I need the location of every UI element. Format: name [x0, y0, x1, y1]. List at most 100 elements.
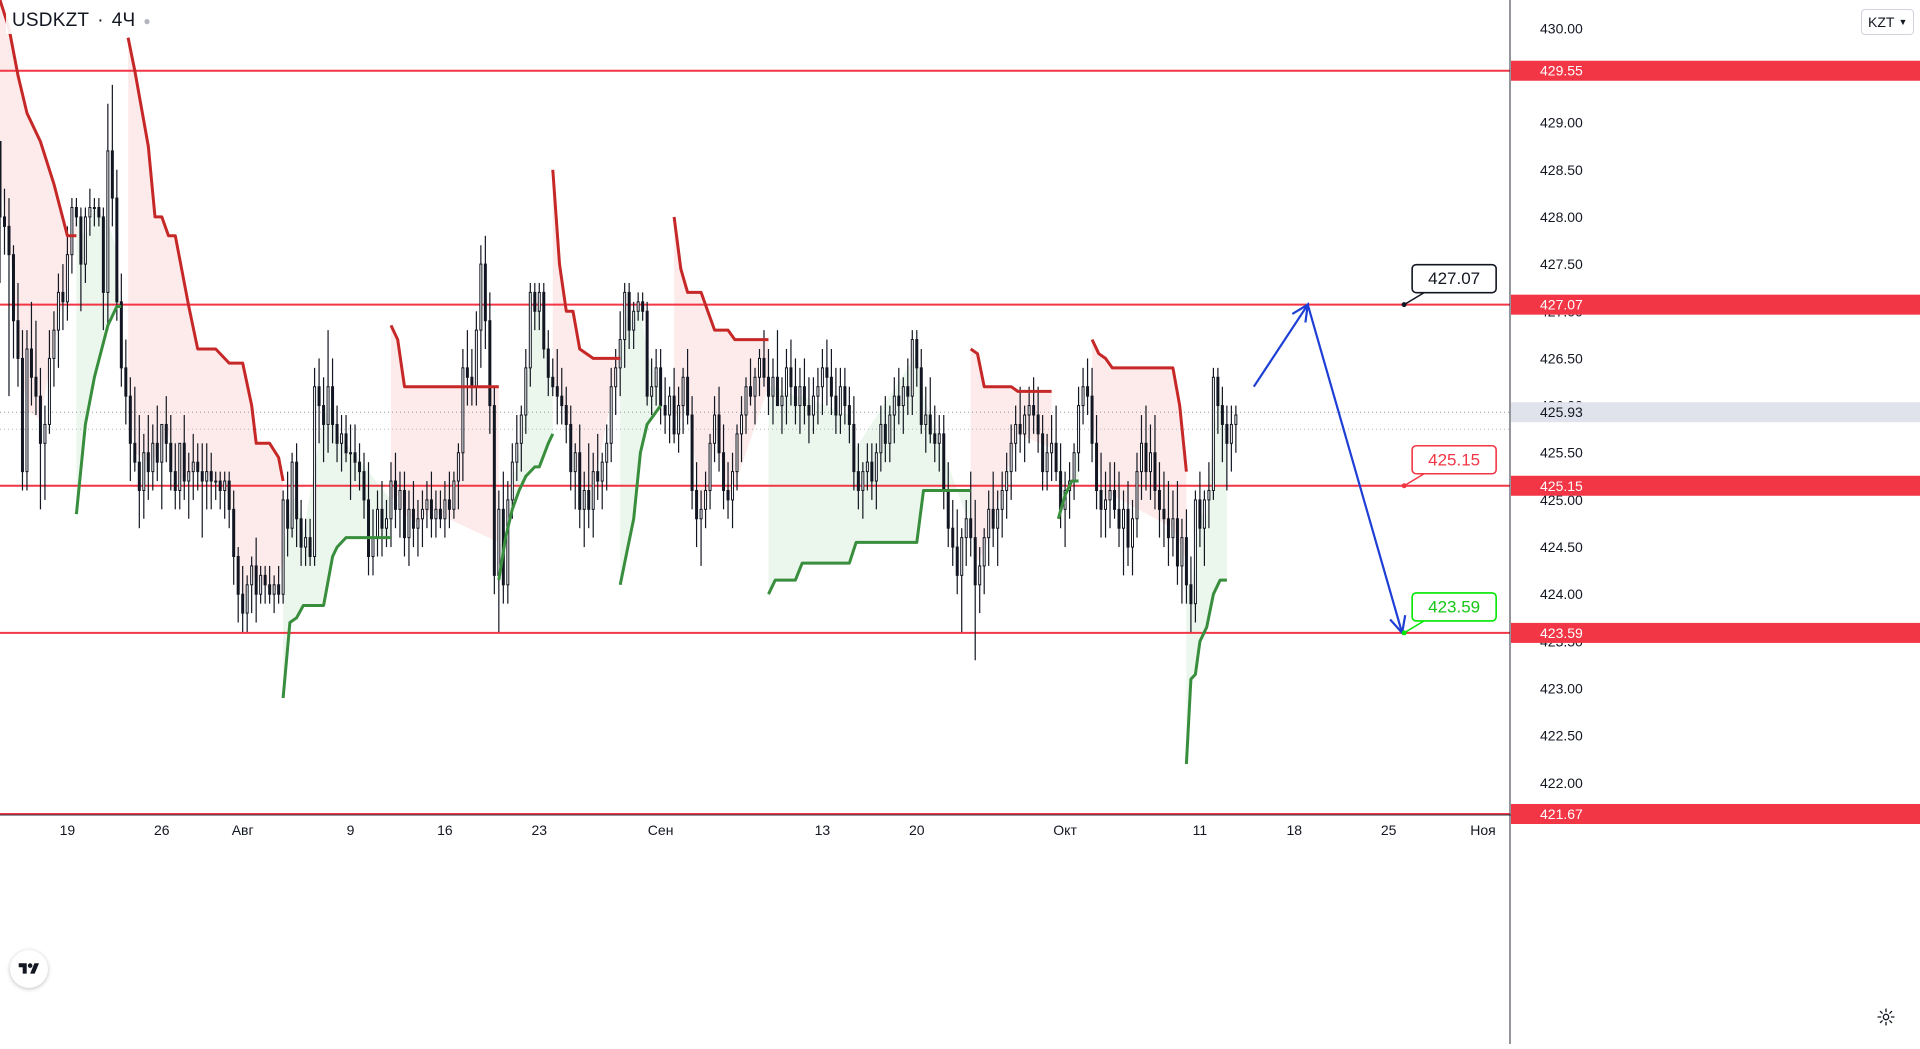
supertrend-fill-up: [76, 207, 122, 515]
candle-body: [591, 471, 595, 510]
price-callout[interactable]: 423.59: [1401, 592, 1497, 636]
symbol-name[interactable]: USDKZT: [12, 10, 90, 31]
candle-body: [1144, 442, 1148, 473]
price-tick-label: 425.50: [1540, 445, 1583, 461]
level-price-tag[interactable]: [1511, 622, 1920, 643]
price-axis-panel[interactable]: [1510, 0, 1920, 1044]
tradingview-logo-glyph: [18, 963, 39, 974]
candle-body: [259, 574, 263, 595]
candle-body: [38, 395, 42, 444]
supertrend-line-up: [497, 433, 555, 581]
level-price-tag[interactable]: [1511, 294, 1920, 315]
candle-body: [555, 386, 559, 397]
candle-body: [1005, 471, 1009, 491]
status-dot-icon: ●: [143, 14, 151, 28]
supertrend-line-up: [1056, 479, 1079, 520]
level-price-tag-label: 427.07: [1540, 297, 1583, 313]
candle-body: [969, 518, 973, 539]
time-tick-label: 11: [1193, 822, 1208, 838]
candle-body: [861, 471, 865, 491]
time-tick-label: 19: [60, 822, 76, 838]
candle-body: [1027, 405, 1031, 416]
candle-body: [1207, 489, 1211, 501]
candle-body: [847, 405, 851, 425]
candle-body: [1081, 386, 1085, 407]
candle-body: [636, 301, 640, 312]
candle-body: [910, 339, 914, 397]
candle-body: [1036, 414, 1040, 435]
candle-body: [1234, 414, 1238, 425]
level-price-tag[interactable]: [1511, 60, 1920, 81]
candle-body: [937, 433, 941, 444]
symbol-header[interactable]: USDKZT · 4Ч ●: [6, 8, 157, 34]
candle-body: [232, 508, 236, 558]
candle-body: [349, 452, 353, 455]
candle-body: [416, 518, 420, 529]
candle-body: [874, 452, 878, 482]
candle-body: [506, 499, 510, 586]
interval-label[interactable]: 4Ч: [111, 10, 136, 31]
supertrend-line-down: [0, 0, 77, 238]
candle-body: [960, 537, 964, 576]
candle-body: [402, 489, 406, 539]
candle-body: [654, 367, 658, 388]
candle-body: [1162, 508, 1166, 520]
supertrend-line-down: [551, 169, 621, 360]
candle-body: [775, 376, 779, 407]
candle-body: [34, 376, 38, 397]
currency-selector[interactable]: KZT ▼: [1861, 9, 1915, 35]
candle-body: [0, 140, 2, 218]
gear-icon[interactable]: [1872, 1003, 1900, 1031]
candle-body: [398, 489, 402, 510]
candle-body: [106, 150, 110, 293]
price-callout[interactable]: 425.15: [1401, 444, 1497, 489]
level-price-tag[interactable]: [1511, 804, 1920, 824]
candle-body: [834, 395, 838, 416]
projection-arrowhead-up[interactable]: [1291, 302, 1310, 323]
candle-body: [1086, 386, 1090, 397]
candle-body: [452, 480, 456, 510]
tradingview-logo-icon[interactable]: [10, 950, 48, 988]
level-price-tag[interactable]: [1511, 475, 1920, 496]
time-axis-panel[interactable]: [0, 815, 1510, 1045]
candle-body: [1054, 442, 1058, 473]
candle-body: [1095, 442, 1099, 491]
supertrend-line-up: [767, 489, 971, 595]
candle-body: [722, 452, 726, 491]
candle-body: [456, 452, 460, 482]
supertrend-fill-down: [674, 216, 769, 515]
price-tick-label: 424.50: [1540, 539, 1583, 555]
candle-body: [483, 263, 487, 322]
candle-body: [704, 489, 708, 510]
horizontal-levels[interactable]: [0, 69, 1510, 815]
price-callouts[interactable]: 427.07 425.15 423.59: [1401, 263, 1497, 636]
candle-body: [1220, 405, 1224, 425]
candle-body: [942, 433, 946, 491]
candle-body: [1157, 489, 1161, 510]
candle-body: [888, 414, 892, 444]
candle-body: [762, 357, 766, 378]
candle-body: [515, 442, 519, 463]
candle-body: [479, 263, 483, 331]
last-price-tag[interactable]: [1511, 402, 1920, 423]
callout-label: 423.59: [1428, 597, 1480, 616]
candle-body: [1216, 376, 1220, 407]
candle-body: [367, 499, 371, 558]
supertrend-line-up: [1184, 578, 1227, 765]
candle-body: [1198, 499, 1202, 529]
candle-body: [524, 367, 528, 416]
candle-body: [1135, 471, 1139, 520]
candle-body: [1225, 423, 1229, 444]
price-callout[interactable]: 427.07: [1401, 263, 1497, 308]
candle-body: [753, 376, 757, 397]
candle-body: [1139, 442, 1143, 473]
candle-body: [731, 471, 735, 501]
candle-body: [659, 367, 663, 407]
candle-body: [807, 405, 811, 416]
candle-body: [1148, 452, 1152, 473]
callout-box: [1411, 444, 1497, 475]
candle-body: [146, 452, 150, 473]
